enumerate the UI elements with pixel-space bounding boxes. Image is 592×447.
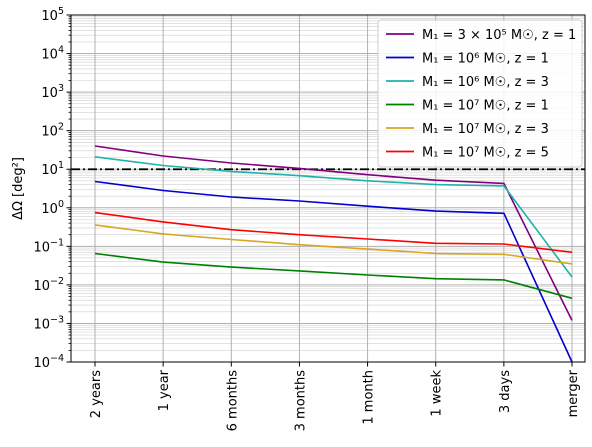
y-axis-label: ΔΩ [deg²] (11, 157, 26, 220)
legend-label: M₁ = 10⁶ M☉, z = 1 (422, 52, 549, 67)
legend-items: M₁ = 3 × 10⁵ M☉, z = 1 M₁ = 10⁶ M☉, z = 1… (386, 28, 576, 161)
series-line (94, 211, 573, 254)
plot-frame (70, 14, 586, 363)
y-tick-label: 10−3 (33, 314, 64, 332)
series-lines (94, 145, 573, 363)
legend-label: M₁ = 10⁷ M☉, z = 5 (422, 146, 549, 161)
x-tick-label: 2 years (89, 370, 104, 418)
y-tick-label: 100 (41, 199, 64, 217)
legend-label: M₁ = 10⁶ M☉, z = 3 (422, 75, 549, 90)
y-tick-label: 105 (41, 6, 64, 24)
x-tick-label: 3 days (498, 370, 513, 413)
y-tick-label: 10−2 (33, 276, 64, 294)
series-line (94, 156, 573, 278)
legend-label: M₁ = 10⁷ M☉, z = 1 (422, 99, 549, 114)
y-tick-label: 104 (41, 45, 64, 63)
x-tick-label: 6 months (225, 370, 240, 432)
series-line (94, 145, 573, 321)
grid-lines (71, 14, 585, 363)
legend-label: M₁ = 10⁷ M☉, z = 3 (422, 122, 549, 137)
series-line (94, 224, 573, 265)
x-tick-label: 1 week (430, 370, 445, 417)
y-tick-label: 101 (41, 160, 64, 178)
series-line (94, 252, 573, 300)
x-tick-label: 1 year (157, 369, 172, 411)
y-tick-label: 102 (41, 122, 64, 140)
legend-label: M₁ = 3 × 10⁵ M☉, z = 1 (422, 28, 576, 43)
legend-box (377, 19, 583, 168)
x-tick-label: merger (566, 369, 581, 417)
y-tick-label: 103 (41, 83, 64, 101)
series-line (94, 180, 573, 363)
axes: 10−4 10−3 10−2 10−1 100 101 102 103 104 105 2 year… (33, 6, 581, 431)
x-tick-label: 3 months (293, 370, 308, 432)
legend: M₁ = 3 × 10⁵ M☉, z = 1 M₁ = 10⁶ M☉, z = 1… (377, 19, 583, 168)
y-tick-label: 10−4 (33, 353, 64, 371)
x-tick-label: 1 month (362, 370, 377, 425)
y-tick-label: 10−1 (33, 237, 64, 255)
